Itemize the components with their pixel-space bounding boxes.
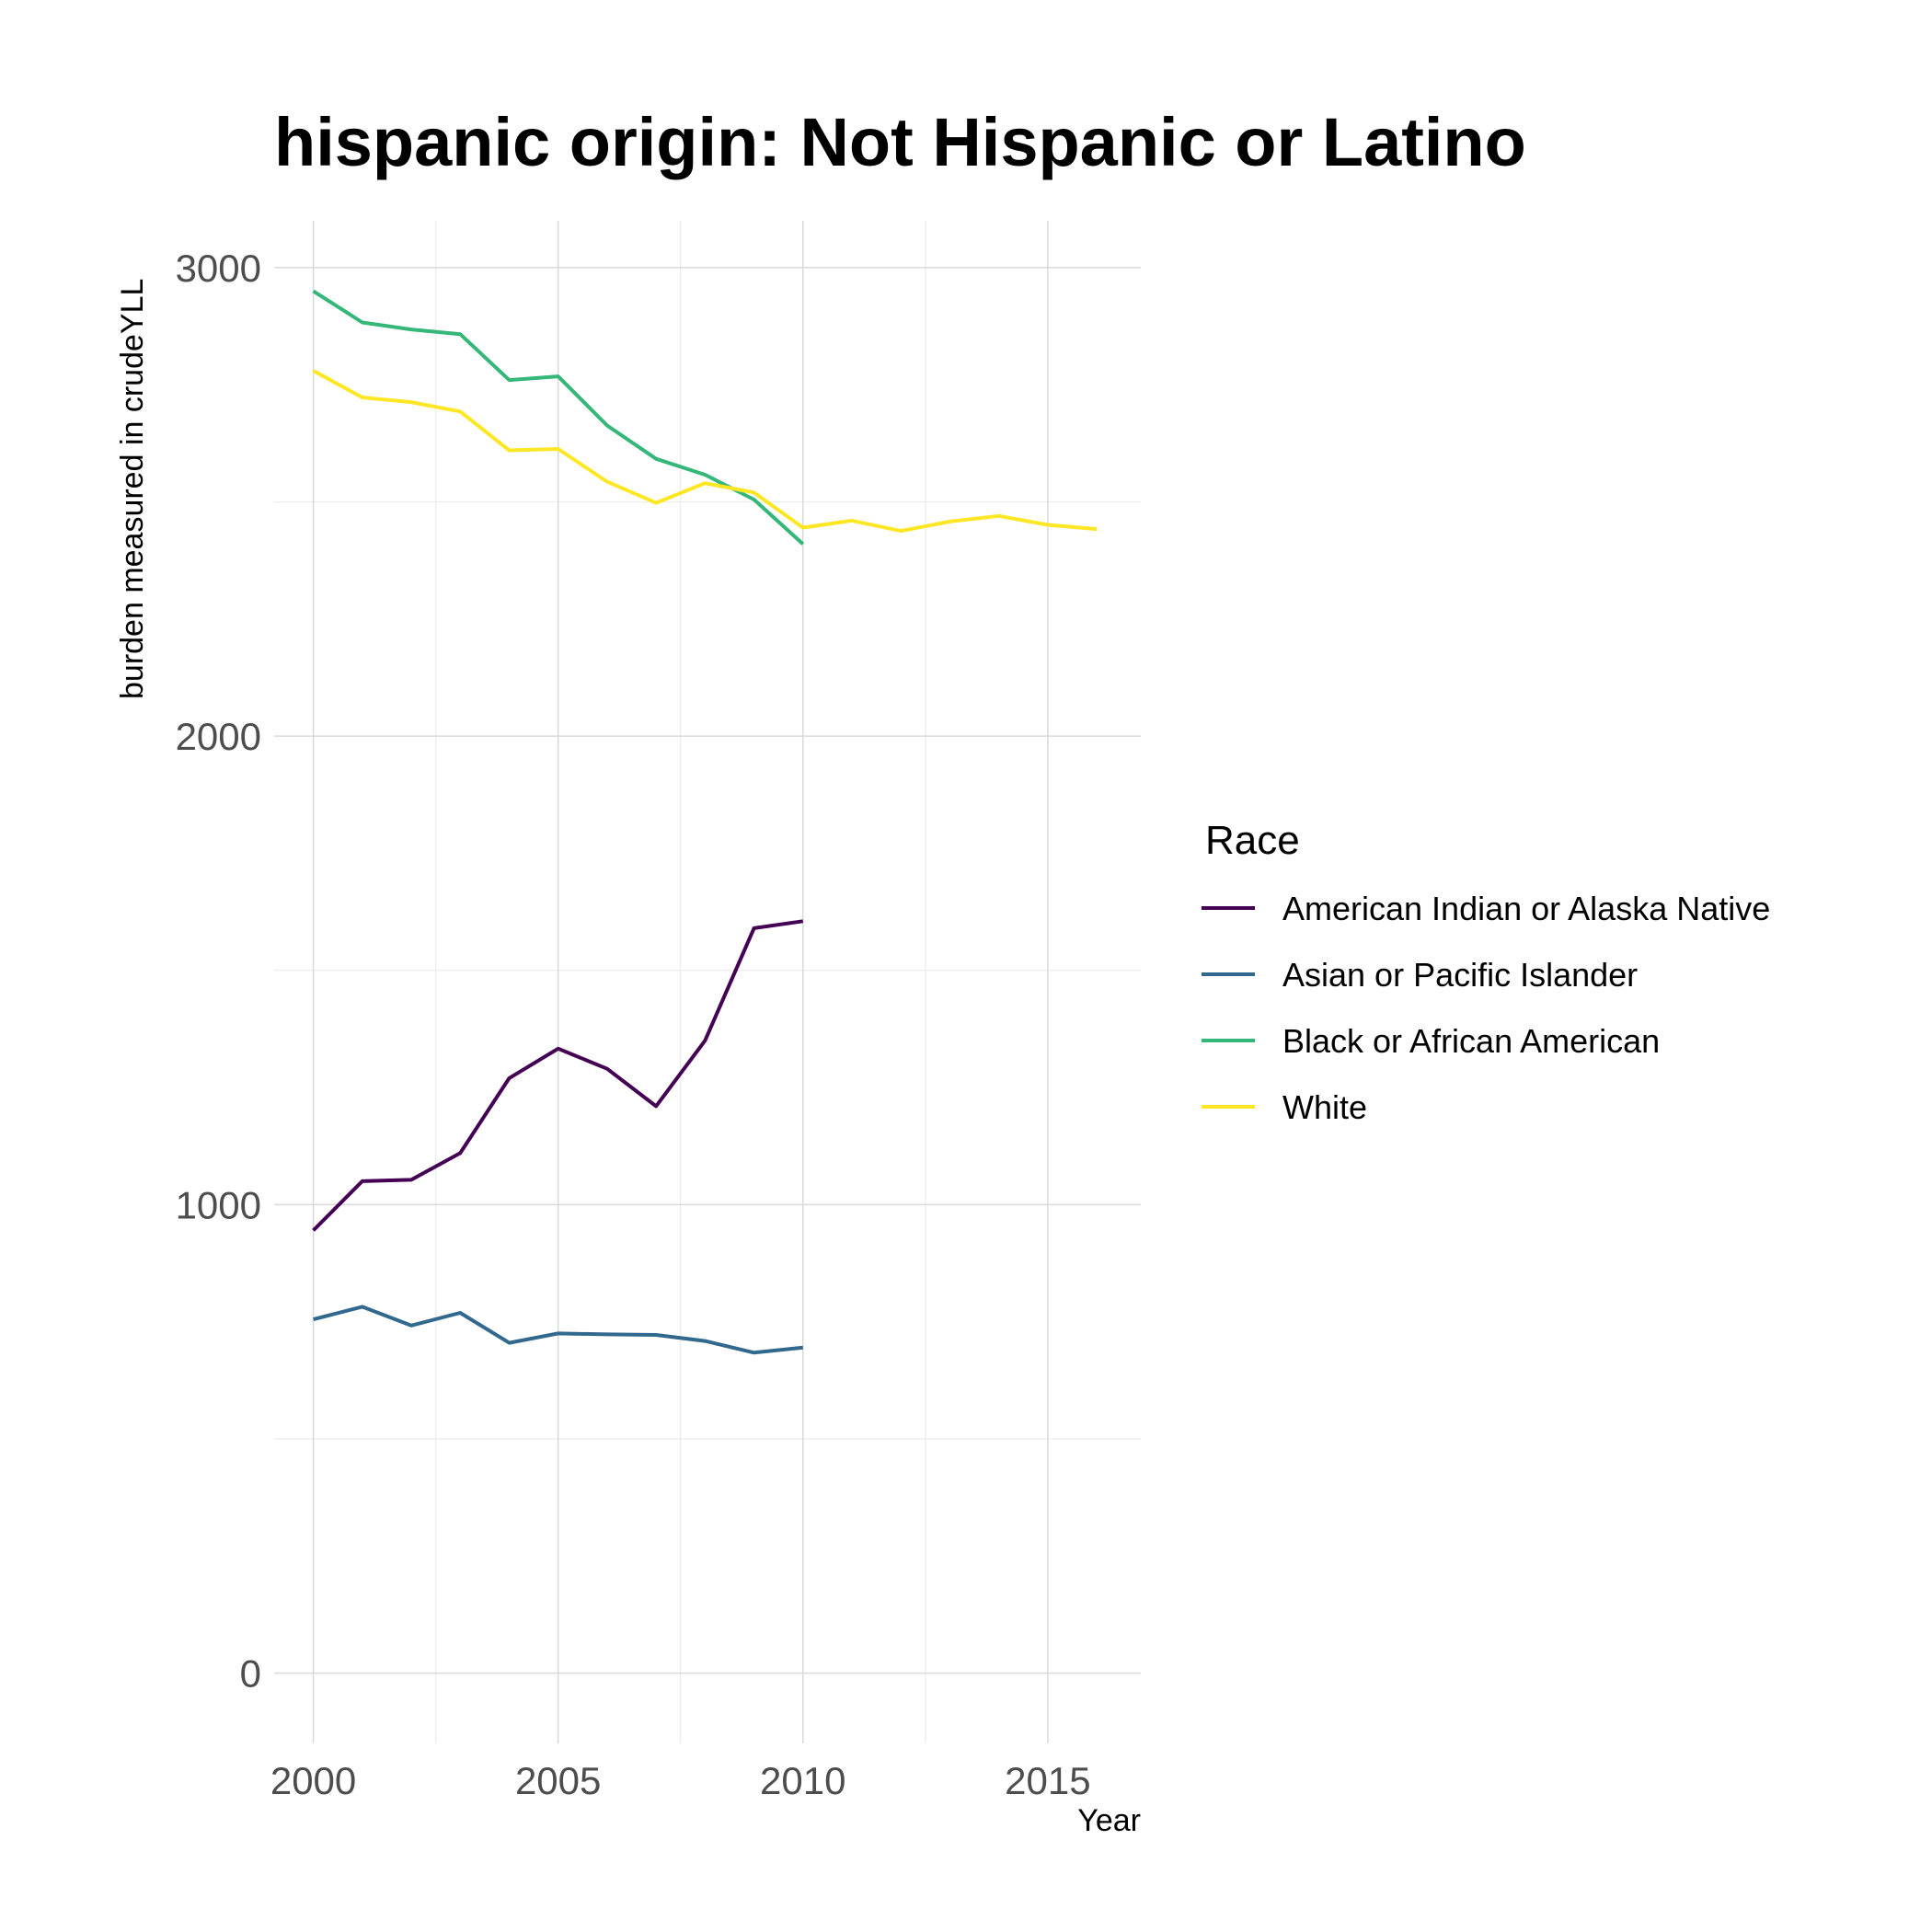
legend-label-american-indian-or-alaska-native: American Indian or Alaska Native xyxy=(1282,890,1770,927)
series-line-white xyxy=(312,369,1098,534)
y-tick-label: 0 xyxy=(240,1652,261,1696)
x-tick-label: 2010 xyxy=(760,1759,845,1802)
x-tick-label: 2015 xyxy=(1005,1759,1090,1802)
series-lines xyxy=(312,289,1098,1355)
legend-label-white: White xyxy=(1282,1088,1367,1126)
chart-title: hispanic origin: Not Hispanic or Latino xyxy=(274,104,1526,180)
series-line-asian-or-pacific-islander xyxy=(313,1305,804,1355)
x-tick-label: 2000 xyxy=(270,1759,356,1802)
y-tick-label: 1000 xyxy=(176,1183,261,1226)
grid xyxy=(274,221,1141,1743)
legend: Race American Indian or Alaska Native Asi… xyxy=(1202,818,1770,1126)
series-line-american-indian-or-alaska-native xyxy=(312,919,804,1232)
y-tick-label: 3000 xyxy=(176,247,261,290)
legend-title: Race xyxy=(1205,818,1300,863)
x-axis-tick-labels: 2000 2005 2010 2015 xyxy=(270,1759,1091,1802)
x-axis-title: Year xyxy=(1077,1803,1141,1838)
y-tick-label: 2000 xyxy=(176,715,261,758)
y-axis-tick-labels: 0 1000 2000 3000 xyxy=(176,247,261,1696)
legend-label-asian-or-pacific-islander: Asian or Pacific Islander xyxy=(1282,956,1638,994)
x-tick-label: 2005 xyxy=(515,1759,601,1802)
y-axis-title: burden measured in crudeYLL xyxy=(115,279,150,699)
legend-label-black-or-african-american: Black or African American xyxy=(1282,1022,1660,1060)
series-line-black-or-african-american xyxy=(312,289,805,546)
